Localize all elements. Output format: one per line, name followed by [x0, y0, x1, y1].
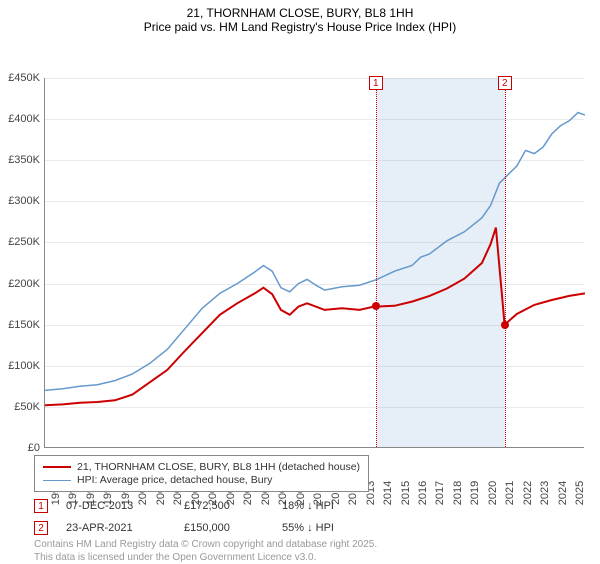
transaction-table: 1 07-DEC-2013 £172,500 18% ↓ HPI 2 23-APR-202… [34, 493, 362, 541]
legend-item-hpi: HPI: Average price, detached house, Bury [43, 474, 360, 486]
xtick-label: 2025 [574, 478, 586, 508]
marker-box-2: 2 [498, 76, 512, 90]
marker-box-1: 1 [369, 76, 383, 90]
transaction-row: 1 07-DEC-2013 £172,500 18% ↓ HPI [34, 497, 362, 515]
marker-vline-2 [505, 78, 506, 447]
chart-title: 21, THORNHAM CLOSE, BURY, BL8 1HH Price … [0, 0, 600, 36]
transaction-marker: 2 [34, 521, 48, 535]
marker-dot-2 [501, 321, 509, 329]
transaction-price: £172,500 [184, 500, 264, 512]
ytick-label: £100K [2, 360, 40, 372]
plot-region: 12 [44, 78, 584, 448]
xtick-label: 2020 [487, 478, 499, 508]
credit-line1: Contains HM Land Registry data © Crown c… [34, 538, 377, 551]
ytick-label: £350K [2, 154, 40, 166]
legend-swatch-hpi [43, 480, 71, 481]
ytick-label: £300K [2, 195, 40, 207]
xtick-label: 2015 [400, 478, 412, 508]
xtick-label: 2016 [417, 478, 429, 508]
title-subtitle: Price paid vs. HM Land Registry's House … [0, 20, 600, 34]
xtick-label: 2024 [557, 478, 569, 508]
legend-item-paid: 21, THORNHAM CLOSE, BURY, BL8 1HH (detac… [43, 461, 360, 473]
ytick-label: £150K [2, 319, 40, 331]
xtick-label: 2021 [504, 478, 516, 508]
xtick-label: 2018 [452, 478, 464, 508]
marker-vline-1 [376, 78, 377, 447]
credit-line2: This data is licensed under the Open Gov… [34, 551, 377, 564]
xtick-label: 2014 [382, 478, 394, 508]
ytick-label: £450K [2, 72, 40, 84]
legend-swatch-paid [43, 466, 71, 468]
xtick-label: 2017 [434, 478, 446, 508]
legend: 21, THORNHAM CLOSE, BURY, BL8 1HH (detac… [34, 455, 369, 492]
transaction-vs-hpi: 18% ↓ HPI [282, 500, 362, 512]
title-address: 21, THORNHAM CLOSE, BURY, BL8 1HH [0, 6, 600, 20]
ytick-label: £50K [2, 401, 40, 413]
xtick-label: 2023 [539, 478, 551, 508]
ytick-label: £200K [2, 278, 40, 290]
xtick-label: 2019 [469, 478, 481, 508]
ytick-label: £400K [2, 113, 40, 125]
transaction-marker: 1 [34, 499, 48, 513]
credit-text: Contains HM Land Registry data © Crown c… [34, 538, 377, 564]
xtick-label: 2022 [522, 478, 534, 508]
marker-dot-1 [372, 302, 380, 310]
legend-label-hpi: HPI: Average price, detached house, Bury [77, 474, 272, 486]
legend-label-paid: 21, THORNHAM CLOSE, BURY, BL8 1HH (detac… [77, 461, 360, 473]
transaction-price: £150,000 [184, 522, 264, 534]
transaction-date: 07-DEC-2013 [66, 500, 166, 512]
chart-area: 12 £0£50K£100K£150K£200K£250K£300K£350K£… [0, 36, 600, 436]
transaction-vs-hpi: 55% ↓ HPI [282, 522, 362, 534]
ytick-label: £0 [2, 442, 40, 454]
transaction-row: 2 23-APR-2021 £150,000 55% ↓ HPI [34, 519, 362, 537]
transaction-date: 23-APR-2021 [66, 522, 166, 534]
ytick-label: £250K [2, 236, 40, 248]
